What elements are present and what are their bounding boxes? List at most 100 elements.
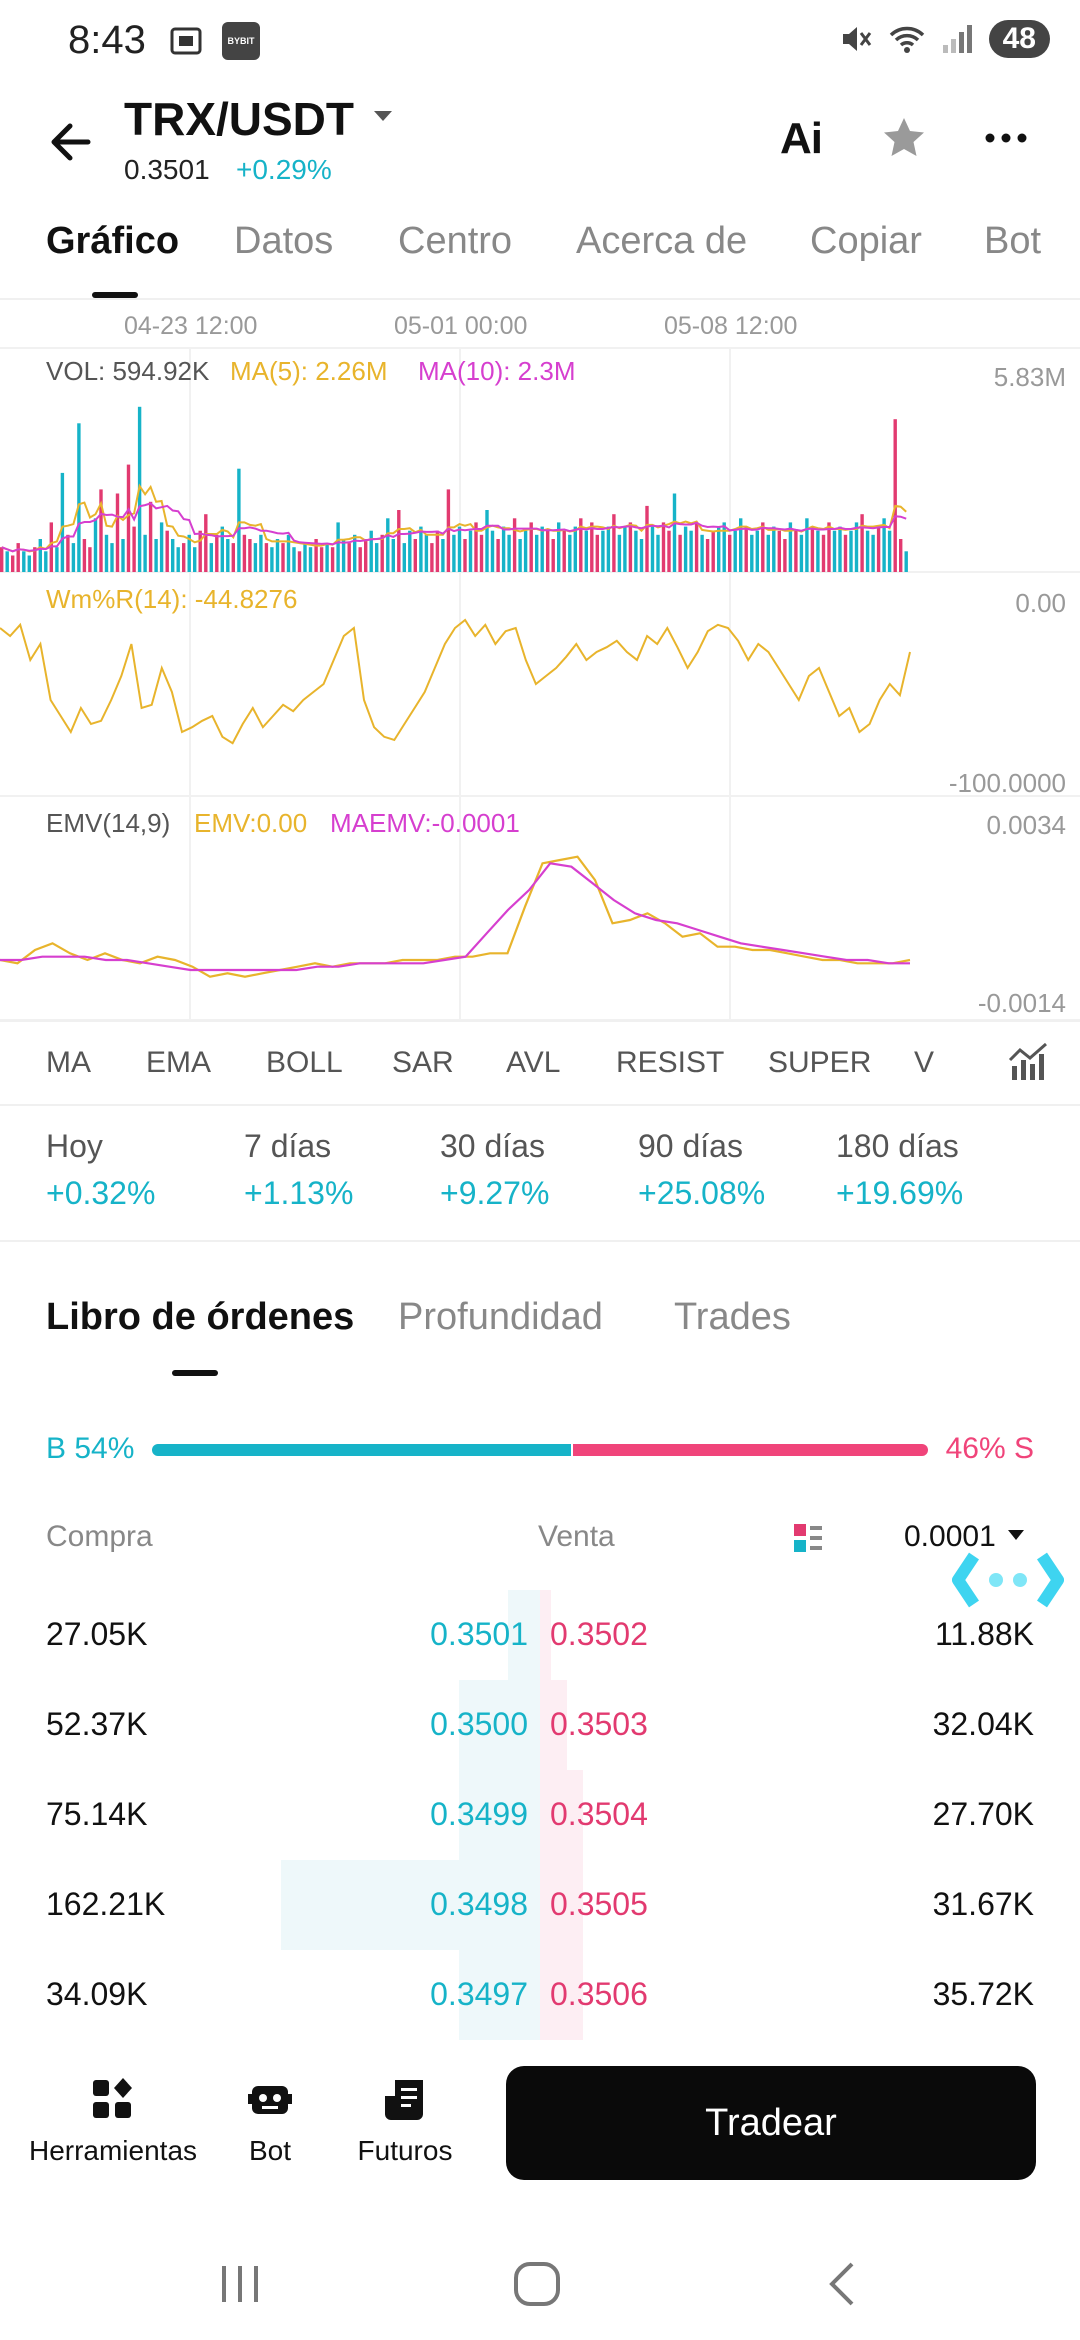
ma5-label: MA(5): 2.26M	[230, 356, 388, 386]
volume-bar	[744, 526, 748, 572]
buy-sell-ratio: B 54% 46% S	[0, 1424, 1080, 1474]
orderbook-row[interactable]: 162.21K 0.3498 0.3505 31.67K	[0, 1860, 1080, 1950]
indicator-super[interactable]: SUPER	[768, 1046, 872, 1079]
chart-area[interactable]: 04-23 12:00 05-01 00:00 05-08 12:00 VOL:…	[0, 300, 1080, 1020]
volume-bar	[783, 539, 787, 572]
volume-bar	[187, 534, 191, 572]
indicator-v[interactable]: V	[914, 1046, 935, 1079]
volume-bar	[126, 464, 131, 572]
indicator-resist[interactable]: RESIST	[616, 1046, 725, 1079]
sell-depth-bar	[540, 1680, 567, 1770]
indicator-chart[interactable]: 04-23 12:00 05-01 00:00 05-08 12:00 VOL:…	[0, 300, 1080, 1020]
tab-centro[interactable]: Centro	[398, 220, 513, 262]
volume-bar	[557, 522, 561, 572]
volume-bar	[115, 493, 120, 572]
pair-title[interactable]: TRX/USDT	[124, 93, 354, 145]
tab-libro-de-ordenes[interactable]: Libro de órdenes	[46, 1296, 355, 1338]
volume-bar	[876, 526, 881, 572]
tab-profundidad[interactable]: Profundidad	[398, 1296, 603, 1338]
sell-price: 0.3506	[550, 1976, 648, 2012]
volume-bar	[424, 534, 429, 572]
volume-bar	[231, 543, 235, 572]
recent-apps-icon[interactable]	[212, 2256, 268, 2312]
volume-bar	[386, 518, 390, 572]
volume-bar	[38, 539, 42, 572]
orderbook-layout-icon[interactable]	[790, 1520, 826, 1556]
tab-copiar[interactable]: Copiar	[810, 220, 922, 262]
volume-bar	[711, 530, 715, 572]
nav-bot-label: Bot	[248, 2135, 292, 2166]
orderbook-rows: 27.05K 0.3501 0.3502 11.88K 52.37K 0.350…	[0, 1590, 1080, 2040]
volume-bar	[479, 534, 484, 572]
volume-bar	[573, 526, 577, 572]
volume-bar	[887, 530, 892, 572]
volume-bar	[215, 534, 219, 572]
tab-acerca-de[interactable]: Acerca de	[576, 220, 748, 262]
indicator-settings-chart-icon[interactable]	[1006, 1040, 1050, 1084]
more-options-icon[interactable]	[982, 114, 1030, 162]
volume-bar	[93, 518, 98, 572]
indicator-avl[interactable]: AVL	[506, 1046, 561, 1079]
favorite-star-icon[interactable]	[880, 114, 928, 162]
orderbook-row[interactable]: 34.09K 0.3497 0.3506 35.72K	[0, 1950, 1080, 2040]
volume-bar	[507, 534, 511, 572]
volume-bar	[816, 530, 820, 572]
indicator-ma[interactable]: MA	[46, 1046, 91, 1079]
time-label: 04-23 12:00	[124, 312, 257, 340]
buy-depth-bar	[459, 1950, 540, 2040]
tab-trades[interactable]: Trades	[674, 1296, 791, 1338]
ai-button[interactable]: Ai	[780, 114, 823, 163]
volume-bar	[5, 551, 9, 572]
volume-bar	[579, 518, 583, 572]
tab-datos[interactable]: Datos	[234, 220, 334, 262]
tab-grafico[interactable]: Gráfico	[46, 220, 180, 262]
indicator-sar[interactable]: SAR	[392, 1046, 454, 1079]
time-label: 05-08 12:00	[664, 312, 797, 340]
volume-bar	[452, 534, 456, 572]
precision-caret-icon[interactable]	[1006, 1528, 1026, 1542]
volume-bar	[314, 539, 318, 572]
orderbook-row[interactable]: 75.14K 0.3499 0.3504 27.70K	[0, 1770, 1080, 1860]
volume-bar	[259, 534, 263, 572]
tab-bot[interactable]: Bot	[984, 220, 1042, 262]
volume-bar	[270, 547, 274, 572]
period-performance: Hoy +0.32% 7 días +1.13% 30 días +9.27% 90 …	[0, 1128, 1080, 1238]
sell-quantity: 32.04K	[932, 1706, 1034, 1742]
volume-bar	[683, 526, 688, 572]
wmr-bottom-label: -100.0000	[949, 768, 1066, 798]
buy-depth-bar	[459, 1680, 540, 1770]
maemv-value-label: MAEMV:-0.0001	[330, 808, 520, 838]
volume-bar	[364, 539, 368, 572]
sell-column-header: Venta	[538, 1520, 615, 1553]
sell-depth-bar	[540, 1860, 584, 1950]
volume-bar	[27, 555, 31, 572]
indicator-ema[interactable]: EMA	[146, 1046, 212, 1079]
volume-bar	[535, 534, 539, 572]
volume-bar	[121, 539, 125, 572]
volume-bar	[198, 530, 202, 572]
volume-bar	[860, 514, 864, 572]
precision-selector[interactable]: 0.0001	[904, 1520, 996, 1553]
home-icon[interactable]	[510, 2256, 566, 2312]
sell-price: 0.3504	[550, 1796, 648, 1832]
back-nav-icon[interactable]	[816, 2256, 872, 2312]
nav-futures[interactable]: Futuros	[350, 2076, 460, 2167]
volume-bar	[60, 472, 65, 572]
volume-bar	[512, 518, 517, 572]
nav-tools-label: Herramientas	[28, 2135, 198, 2166]
orderbook-row[interactable]: 27.05K 0.3501 0.3502 11.88K	[0, 1590, 1080, 1680]
volume-bar	[882, 518, 886, 572]
trade-button[interactable]: Tradear	[506, 2066, 1036, 2180]
volume-bar	[865, 530, 870, 572]
volume-bars	[0, 406, 908, 572]
orderbook-row[interactable]: 52.37K 0.3500 0.3503 32.04K	[0, 1680, 1080, 1770]
wmr-line	[0, 618, 911, 745]
back-arrow-icon[interactable]	[44, 114, 100, 170]
indicator-boll[interactable]: BOLL	[266, 1046, 343, 1079]
nav-bot[interactable]: Bot	[230, 2076, 310, 2167]
volume-bar	[689, 530, 693, 572]
nav-tools[interactable]: Herramientas	[28, 2076, 198, 2167]
pair-dropdown-caret-icon[interactable]	[372, 108, 394, 124]
volume-bar	[336, 522, 340, 572]
floating-assistant-icon[interactable]	[952, 1548, 1064, 1612]
